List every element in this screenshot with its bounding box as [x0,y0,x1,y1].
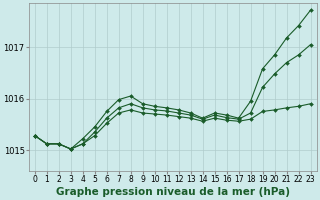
X-axis label: Graphe pression niveau de la mer (hPa): Graphe pression niveau de la mer (hPa) [56,187,290,197]
